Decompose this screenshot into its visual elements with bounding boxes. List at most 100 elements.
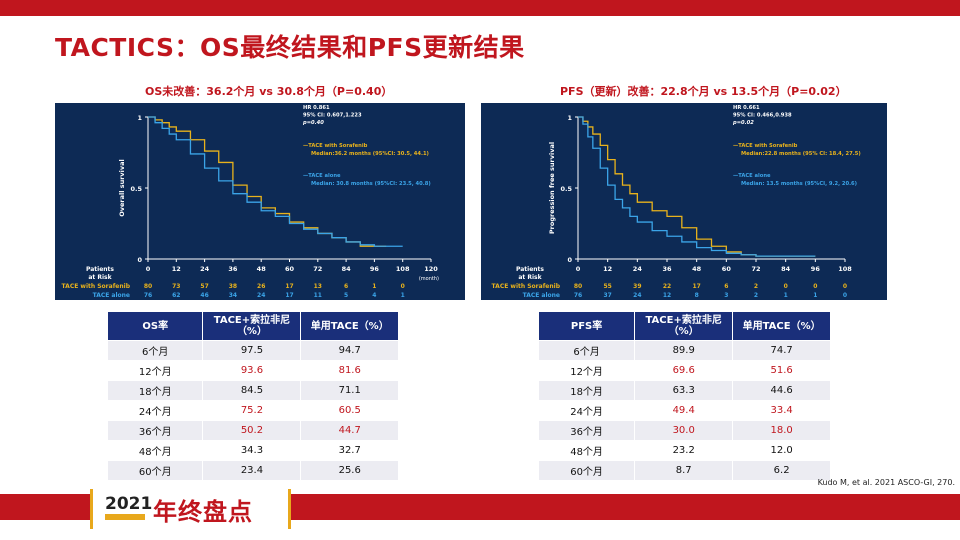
- risk-value: 6: [724, 283, 728, 290]
- table-row: 6个月 89.9 74.7: [537, 340, 831, 361]
- stat-line: 95% CI: 0.466,0.938: [733, 113, 792, 119]
- table-row: 60个月 23.4 25.6: [106, 460, 399, 481]
- risk-value: 5: [344, 292, 348, 299]
- risk-value: 2: [754, 292, 758, 299]
- legend-entry-name: —TACE with Sorafenib: [303, 143, 368, 149]
- table-cell: 60.5: [300, 400, 399, 421]
- risk-value: 1: [784, 292, 788, 299]
- risk-value: 2: [754, 283, 758, 290]
- risk-value: 22: [663, 283, 671, 290]
- risk-value: 1: [372, 283, 376, 290]
- table-cell: 89.9: [634, 340, 734, 361]
- risk-value: 57: [200, 283, 208, 290]
- stat-line: p=0.40: [302, 120, 324, 126]
- table-cell: 44.6: [732, 380, 831, 401]
- risk-value: 46: [200, 292, 208, 299]
- legend-entry-median: Median: 30.8 months (95%CI: 23.5, 40.8): [311, 181, 431, 187]
- risk-label: at Risk: [88, 274, 112, 281]
- table-row: 36个月 50.2 44.7: [106, 420, 399, 441]
- x-axis-label: (month): [419, 276, 439, 282]
- table-cell: 84.5: [202, 380, 302, 401]
- risk-value: 76: [144, 292, 152, 299]
- table-row: 60个月 8.7 6.2: [537, 460, 831, 481]
- risk-value: 0: [843, 283, 847, 290]
- stat-line: HR 0.661: [733, 105, 760, 111]
- legend-entry-name: —TACE alone: [733, 173, 771, 179]
- legend-entry-name: —TACE with Sorafenib: [733, 143, 798, 149]
- top-accent-bar: [0, 0, 960, 16]
- table-row: 36个月 30.0 18.0: [537, 420, 831, 441]
- pfs-chart-panel: 1 0.5 0 Progression free survival 0 12 24 36 48 6…: [481, 103, 887, 300]
- pfs-chart-subtitle: PFS（更新）改善：22.8个月 vs 13.5个月（P=0.02）: [560, 85, 847, 98]
- header-cell: OS率: [106, 311, 204, 341]
- x-tick-label: 0: [146, 265, 151, 273]
- table-cell: 94.7: [300, 340, 399, 361]
- table-cell: 69.6: [634, 360, 734, 381]
- risk-value: 0: [784, 283, 788, 290]
- risk-value: 8: [695, 292, 699, 299]
- risk-value: 1: [401, 292, 405, 299]
- table-cell: 34.3: [202, 440, 302, 461]
- x-tick-label: 12: [603, 265, 612, 273]
- risk-value: 0: [813, 283, 817, 290]
- table-cell: 32.7: [300, 440, 399, 461]
- risk-value: 6: [344, 283, 348, 290]
- x-tick-label: 96: [811, 265, 821, 273]
- os-rate-table: OS率 TACE+索拉非尼（%） 单用TACE（%） 6个月 97.5 94.7 12…: [106, 311, 399, 481]
- x-tick-label: 96: [370, 265, 380, 273]
- x-tick-label: 108: [396, 265, 410, 273]
- table-cell: 63.3: [634, 380, 734, 401]
- table-cell: 48个月: [106, 440, 204, 461]
- table-cell: 6个月: [537, 340, 636, 361]
- table-cell: 23.2: [634, 440, 734, 461]
- y-tick-label: 1: [567, 114, 572, 122]
- table-cell: 60个月: [106, 460, 204, 481]
- risk-value: 62: [172, 292, 180, 299]
- risk-value: 17: [692, 283, 700, 290]
- table-cell: 6.2: [732, 460, 831, 481]
- risk-value: 0: [401, 283, 405, 290]
- risk-value: 38: [229, 283, 237, 290]
- y-tick-label: 0.5: [130, 185, 142, 193]
- risk-value: 80: [574, 283, 582, 290]
- x-tick-label: 36: [228, 265, 238, 273]
- os-table-body: 6个月 97.5 94.7 12个月 93.6 81.6 18个月 84.5 71.1 24个月 7…: [106, 340, 399, 481]
- badge-label: 年终盘点: [153, 498, 253, 526]
- table-cell: 74.7: [732, 340, 831, 361]
- os-chart-panel: 1 0.5 0 Overall survival 0 12 24 36 48 60 72 84 96 10…: [55, 103, 465, 300]
- table-cell: 18个月: [106, 380, 204, 401]
- table-cell: 36个月: [537, 420, 636, 441]
- risk-value: 37: [603, 292, 611, 299]
- table-cell: 36个月: [106, 420, 204, 441]
- risk-value: 11: [314, 292, 322, 299]
- header-cell: TACE+索拉非尼（%）: [202, 311, 302, 341]
- table-cell: 75.2: [202, 400, 302, 421]
- table-row: 48个月 34.3 32.7: [106, 440, 399, 461]
- y-axis-label: Progression free survival: [548, 142, 556, 234]
- pfs-rate-table: PFS率 TACE+索拉非尼（%） 单用TACE（%） 6个月 89.9 74.7 1…: [537, 311, 831, 481]
- x-tick-label: 84: [781, 265, 791, 273]
- slide-title: TACTICS：OS最终结果和PFS更新结果: [55, 33, 525, 62]
- legend-entry-median: Median: 13.5 months (95%CI, 9.2, 20.6): [741, 181, 857, 187]
- risk-row-name: TACE with Sorafenib: [492, 283, 561, 290]
- header-cell: 单用TACE（%）: [300, 311, 399, 341]
- table-row: 24个月 75.2 60.5: [106, 400, 399, 421]
- x-tick-label: 108: [838, 265, 852, 273]
- risk-value: 17: [285, 283, 293, 290]
- table-row: 24个月 49.4 33.4: [537, 400, 831, 421]
- table-header-row: OS率 TACE+索拉非尼（%） 单用TACE（%）: [106, 311, 399, 341]
- risk-value: 24: [633, 292, 641, 299]
- table-cell: 50.2: [202, 420, 302, 441]
- risk-value: 0: [843, 292, 847, 299]
- stat-line: 95% CI: 0.607,1.223: [303, 113, 362, 119]
- table-row: 6个月 97.5 94.7: [106, 340, 399, 361]
- table-cell: 24个月: [106, 400, 204, 421]
- y-axis-label: Overall survival: [118, 159, 126, 217]
- table-cell: 8.7: [634, 460, 734, 481]
- table-cell: 12个月: [106, 360, 204, 381]
- table-cell: 51.6: [732, 360, 831, 381]
- table-cell: 93.6: [202, 360, 302, 381]
- x-tick-label: 120: [424, 265, 438, 273]
